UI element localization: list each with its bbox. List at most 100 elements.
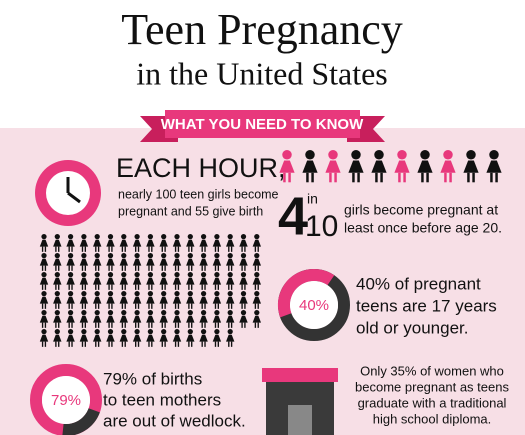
- figure-head: [174, 272, 180, 278]
- figure-dress: [172, 334, 182, 342]
- school-icon: [262, 368, 338, 435]
- girl-figure: [106, 329, 115, 347]
- girl-figure: [186, 234, 195, 252]
- figure-leg: [217, 284, 219, 290]
- figure-dress: [172, 277, 182, 285]
- figure-leg: [188, 341, 190, 347]
- figure-leg: [44, 341, 47, 347]
- figure-head: [134, 291, 140, 297]
- girl-figure: [119, 329, 128, 347]
- figure-dress: [79, 277, 89, 285]
- figure-dress: [186, 334, 195, 342]
- figure-dress: [199, 334, 208, 342]
- figure-head: [282, 150, 292, 160]
- figure-head: [81, 234, 87, 240]
- figure-leg: [380, 172, 383, 183]
- figure-leg: [288, 172, 291, 183]
- girl-figure: [199, 253, 208, 271]
- figure-head: [200, 234, 207, 240]
- girl-figure: [252, 253, 261, 271]
- figure-dress: [119, 277, 128, 285]
- figure-leg: [58, 265, 60, 271]
- girl-figure: [252, 272, 261, 290]
- figure-head: [240, 272, 247, 278]
- figure-leg: [58, 246, 60, 252]
- girl-figure: [106, 310, 115, 328]
- figure-dress: [53, 277, 62, 285]
- figure-dress: [226, 315, 235, 323]
- figure-leg: [357, 172, 360, 183]
- figure-leg: [121, 265, 124, 271]
- figure-dress: [146, 315, 155, 323]
- figure-leg: [95, 246, 97, 252]
- figure-head: [107, 329, 114, 335]
- figure-leg: [174, 265, 177, 271]
- girl-figure: [239, 310, 248, 328]
- figure-leg: [44, 322, 47, 328]
- figure-head: [94, 272, 100, 278]
- figure-leg: [403, 172, 406, 183]
- figure-leg: [81, 246, 84, 252]
- girl-figure: [132, 253, 142, 271]
- figure-head: [134, 253, 140, 259]
- figure-dress: [93, 315, 102, 323]
- figure-head: [107, 234, 114, 240]
- girl-figure: [119, 253, 128, 271]
- girl-figure: [172, 329, 182, 347]
- girl-figure: [79, 310, 89, 328]
- girl-figure: [159, 234, 168, 252]
- figure-leg: [68, 341, 70, 347]
- figure-head: [161, 291, 167, 297]
- figure-head: [54, 234, 60, 240]
- figure-leg: [71, 284, 73, 290]
- figure-leg: [244, 303, 246, 309]
- stat-text: teens are 17 years: [356, 296, 497, 315]
- figure-dress: [132, 296, 142, 304]
- figure-head: [134, 234, 140, 240]
- girl-figure: [106, 291, 115, 309]
- donut-arc: [278, 269, 350, 341]
- figure-dress: [279, 160, 295, 173]
- figure-leg: [201, 303, 203, 309]
- figure-dress: [186, 315, 195, 323]
- girl-figure: [252, 291, 261, 309]
- figure-leg: [201, 284, 203, 290]
- figure-leg: [44, 303, 47, 309]
- figure-head: [81, 329, 87, 335]
- girl-figure: [119, 310, 128, 328]
- figure-leg: [97, 322, 100, 328]
- figure-leg: [135, 303, 137, 309]
- girl-figure: [66, 272, 75, 290]
- figure-head: [161, 272, 167, 278]
- figure-leg: [254, 284, 257, 290]
- figure-dress: [486, 160, 502, 173]
- figure-leg: [214, 265, 217, 271]
- figure-leg: [426, 172, 429, 183]
- figure-head: [94, 234, 100, 240]
- figure-dress: [212, 315, 222, 323]
- girl-figure: [212, 234, 222, 252]
- figure-leg: [230, 246, 233, 252]
- figure-leg: [55, 265, 57, 271]
- figure-leg: [161, 265, 163, 271]
- figure-head: [94, 329, 100, 335]
- figure-dress: [93, 296, 102, 304]
- girl-figure: [146, 253, 155, 271]
- girl-figure: [79, 329, 89, 347]
- figure-head: [200, 253, 207, 259]
- figure-leg: [111, 284, 113, 290]
- girl-figure: [93, 234, 102, 252]
- donut-hole: [42, 376, 90, 424]
- figure-leg: [81, 265, 84, 271]
- figure-head: [254, 253, 260, 259]
- figure-head: [227, 272, 233, 278]
- girl-figure: [172, 310, 182, 328]
- figure-leg: [58, 303, 60, 309]
- figure-leg: [55, 303, 57, 309]
- figure-dress: [106, 258, 115, 266]
- girl-figure: [39, 234, 49, 252]
- stat-text: to teen mothers: [103, 390, 221, 409]
- figure-leg: [68, 246, 70, 252]
- girl-figure: [239, 253, 248, 271]
- figure-leg: [71, 265, 73, 271]
